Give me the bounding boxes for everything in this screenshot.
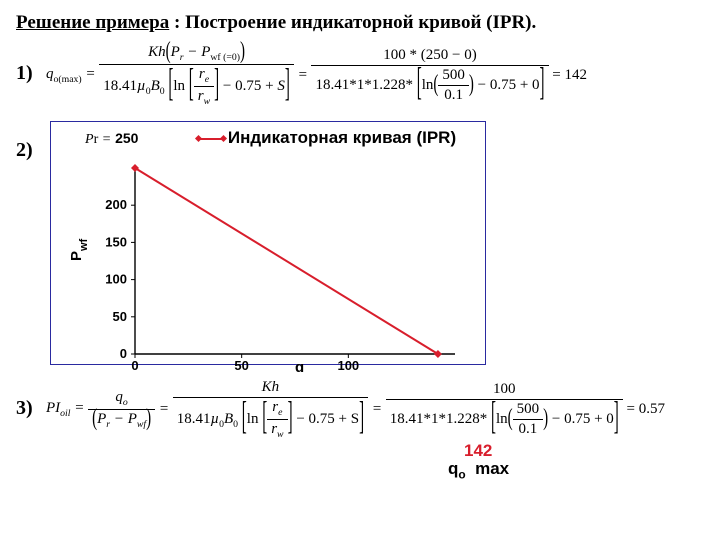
eq3-ln: ln	[247, 411, 259, 427]
eq1-lhs: q	[46, 66, 54, 82]
eq1-mu: µ	[137, 78, 146, 94]
eq3-qo-sub: o	[123, 397, 128, 408]
eq3-lhs-sub: oil	[60, 408, 70, 419]
eq1-pwf: P	[201, 44, 210, 60]
eq3-pr: P	[97, 411, 106, 427]
step-1-num: 1)	[16, 62, 46, 85]
eq3-den-lnbot: 0.1	[513, 420, 544, 438]
qo-max-label: qo max	[448, 459, 509, 481]
eq3-qo: q	[115, 389, 123, 405]
eq3-den-c: − 0.75 + 0	[552, 411, 614, 427]
eq3-pr-sub: r	[106, 419, 110, 430]
svg-text:100: 100	[337, 358, 359, 372]
eq3-mu: µ	[210, 411, 219, 427]
eq1-s: S	[277, 78, 285, 94]
page-title: Решение примера : Построение индикаторно…	[16, 12, 704, 34]
result-142: 142	[464, 441, 492, 461]
eq1-re-sub: e	[205, 74, 209, 85]
eq3-m075s: − 0.75 + S	[296, 411, 359, 427]
eq1-b-sub: 0	[160, 86, 165, 97]
eq1-pwf-sub: wf (=0)	[210, 52, 240, 63]
eq1-pr-sub: r	[180, 52, 184, 63]
eq1-num2-top: 100 * (250 − 0)	[311, 47, 548, 66]
eq1-lhs-sub: o(max)	[54, 74, 82, 85]
eq3-re-sub: e	[278, 407, 282, 418]
eq3-den-a: 18.41*1*1.228*	[390, 411, 488, 427]
eq1-ln: ln	[173, 78, 185, 94]
equation-1: qo(max) = Kh(Pr − Pwf (=0)) 18.41µ0B0 [l…	[46, 44, 587, 107]
eq3-lhs: PI	[46, 400, 60, 416]
svg-text:100: 100	[105, 272, 127, 287]
eq1-den2-lntop: 500	[438, 67, 469, 86]
step-2: 2) Pr = 250 Индикаторная кривая (IPR) 0 5…	[16, 121, 704, 365]
eq1-kh: Kh	[148, 44, 166, 60]
step-1: 1) qo(max) = Kh(Pr − Pwf (=0)) 18.41µ0B0…	[16, 44, 704, 107]
eq1-result: = 142	[552, 67, 587, 83]
eq1-den2-lnbot: 0.1	[438, 86, 469, 104]
chart-title: Индикаторная кривая (IPR)	[177, 128, 477, 148]
title-prefix: Решение примера	[16, 12, 169, 33]
svg-text:0: 0	[120, 346, 127, 361]
eq1-pr: P	[171, 44, 180, 60]
eq3-pwf: P	[128, 411, 137, 427]
eq3-pwf-sub: wf	[137, 419, 146, 430]
svg-text:0: 0	[131, 358, 138, 372]
pr-value: 250	[115, 130, 138, 146]
legend-icon	[198, 138, 224, 140]
title-rest: : Построение индикаторной кривой (IPR).	[169, 12, 536, 33]
eq1-rw-sub: w	[204, 96, 211, 107]
chart-container: Pr = 250 Индикаторная кривая (IPR) 0 50 10…	[50, 121, 486, 365]
eq3-b-sub: 0	[233, 419, 238, 430]
svg-text:150: 150	[105, 234, 127, 249]
eq1-coeff: 18.41	[103, 78, 137, 94]
svg-text:Pwf: Pwf	[68, 238, 90, 261]
equation-3: PIoil = qo (Pr − Pwf) = Kh 18.41µ0B0 [ln…	[46, 379, 665, 440]
eq3-kh: Kh	[173, 379, 368, 398]
chart-pr-label: Pr = 250	[85, 130, 138, 148]
step-3: 3) PIoil = qo (Pr − Pwf) = Kh 18.41µ0B0 …	[16, 379, 704, 440]
svg-text:200: 200	[105, 197, 127, 212]
step-2-num: 2)	[16, 139, 46, 162]
eq3-b: B	[224, 411, 233, 427]
eq1-b: B	[151, 78, 160, 94]
eq3-result: = 0.57	[627, 401, 665, 417]
eq3-rw-sub: w	[277, 429, 284, 440]
svg-text:50: 50	[113, 309, 127, 324]
ipr-chart: 0 50 100 150 200 0 50 100 Pwf qo	[57, 152, 467, 372]
eq3-num-top: 100	[386, 381, 623, 400]
svg-text:qo: qo	[295, 359, 311, 372]
eq1-den2-c: − 0.75 + 0	[478, 77, 540, 93]
svg-text:50: 50	[234, 358, 248, 372]
eq1-m075: − 0.75 +	[223, 78, 274, 94]
eq3-den-lntop: 500	[513, 401, 544, 420]
chart-title-text: Индикаторная кривая (IPR)	[228, 128, 456, 147]
eq1-den2-a: 18.41*1*1.228*	[315, 77, 413, 93]
eq3-coeff: 18.41	[177, 411, 211, 427]
step-3-num: 3)	[16, 397, 46, 420]
